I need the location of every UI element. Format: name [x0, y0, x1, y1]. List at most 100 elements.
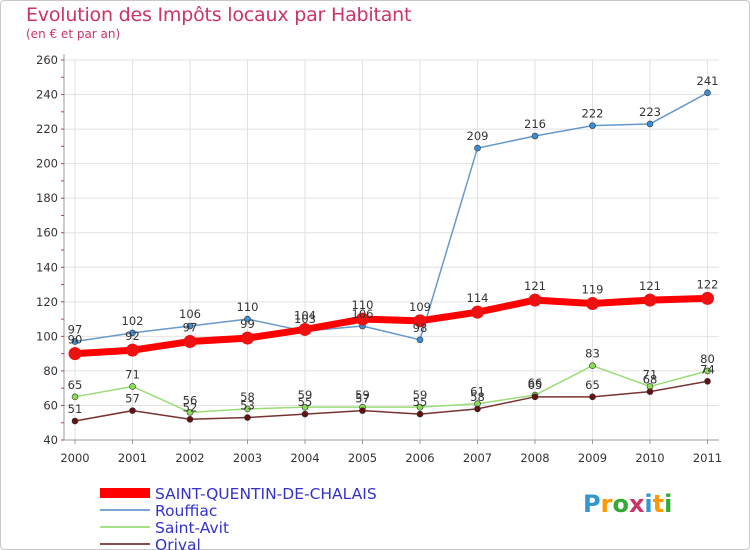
data-label: 209: [467, 129, 489, 143]
data-label: 114: [467, 291, 489, 305]
data-labels: 90 92 97 99 104 110 109 114 121 119 121 122 97 102 106…: [68, 74, 719, 416]
y-tick-label: 220: [36, 122, 58, 136]
logo-letter: P: [583, 490, 601, 518]
data-label: 51: [68, 402, 83, 416]
logo-letter: o: [612, 490, 629, 518]
data-label: 80: [700, 352, 715, 366]
data-point: [186, 322, 194, 330]
data-label: 55: [413, 395, 428, 409]
data-point: [704, 367, 711, 375]
data-label: 222: [582, 107, 604, 121]
data-label: 99: [240, 317, 255, 331]
data-point: [646, 120, 654, 128]
data-point: [186, 409, 194, 416]
series-line: [74, 380, 709, 422]
logo-letter: r: [600, 490, 613, 518]
data-label: 121: [524, 279, 546, 293]
data-point: [129, 407, 136, 414]
data-point: [298, 322, 312, 336]
data-label: 59: [355, 388, 370, 402]
data-point: [589, 362, 596, 370]
data-label: 59: [298, 388, 313, 402]
logo-letter: x: [628, 490, 645, 518]
data-point: [244, 405, 251, 413]
data-label: 58: [470, 390, 485, 404]
chart-subtitle: (en € et par an): [26, 27, 121, 41]
x-tick-label: 2010: [635, 451, 664, 465]
data-point: [474, 144, 481, 152]
data-point: [359, 407, 366, 414]
data-label: 110: [352, 298, 374, 312]
series-line: [74, 92, 709, 343]
x-tick-label: 2007: [463, 451, 492, 465]
data-point: [68, 347, 82, 361]
data-label: 109: [409, 300, 431, 314]
y-tick-label: 80: [43, 364, 58, 378]
y-tick-label: 60: [43, 398, 58, 412]
legend: SAINT-QUENTIN-DE-CHALAISRouffiacSaint-Av…: [100, 485, 377, 550]
data-label: 106: [179, 307, 201, 321]
data-label: 55: [298, 395, 313, 409]
x-tick-label: 2011: [693, 451, 722, 465]
x-tick-label: 2009: [578, 451, 607, 465]
x-tick-label: 2001: [118, 451, 147, 465]
data-label: 71: [643, 367, 658, 381]
axes: 40 60 80 100 120 140 160 180 200 220 240 260 2000 200…: [36, 53, 722, 465]
data-point: [531, 393, 539, 401]
data-label: 106: [352, 307, 374, 321]
legend-label: Saint-Avit: [155, 519, 229, 537]
data-label: 92: [125, 329, 140, 343]
x-tick-label: 2002: [175, 451, 204, 465]
y-tick-label: 160: [36, 226, 58, 240]
data-point: [71, 338, 79, 345]
x-tick-label: 2005: [348, 451, 377, 465]
data-label: 74: [700, 362, 715, 376]
data-label: 216: [524, 117, 546, 131]
data-label: 57: [125, 392, 140, 406]
y-tick-label: 40: [43, 433, 58, 447]
y-tick-label: 180: [36, 191, 58, 205]
data-point: [186, 415, 194, 423]
data-point: [244, 414, 251, 421]
data-point: [183, 335, 197, 349]
data-point: [413, 314, 427, 328]
data-label: 119: [582, 283, 604, 297]
data-point: [589, 393, 596, 401]
data-label: 56: [183, 393, 198, 407]
data-point: [129, 329, 136, 337]
data-label: 61: [470, 385, 485, 399]
data-label: 65: [68, 378, 83, 392]
data-label: 122: [697, 277, 719, 291]
y-tick-label: 260: [36, 53, 58, 67]
data-point: [416, 336, 424, 344]
data-label: 52: [183, 400, 198, 414]
legend-label: SAINT-QUENTIN-DE-CHALAIS: [155, 485, 377, 503]
x-tick-label: 2000: [60, 451, 89, 465]
data-point: [301, 410, 309, 418]
data-label: 65: [528, 378, 543, 392]
grid-lines: [64, 59, 719, 441]
data-point: [474, 405, 481, 413]
series-line: [74, 364, 709, 414]
y-tick-label: 200: [36, 157, 58, 171]
y-tick-label: 120: [36, 295, 58, 309]
data-label: 98: [413, 321, 428, 335]
data-point: [241, 331, 254, 345]
data-label: 103: [294, 312, 316, 326]
data-point: [471, 305, 484, 319]
data-point: [71, 393, 79, 401]
data-point: [701, 291, 714, 305]
data-label: 102: [122, 314, 144, 328]
data-label: 110: [237, 300, 259, 314]
data-point: [531, 132, 539, 140]
data-point: [416, 410, 424, 418]
data-point: [356, 312, 369, 326]
legend-label: Rouffiac: [155, 502, 217, 520]
data-point: [704, 89, 711, 97]
data-label: 97: [183, 321, 198, 335]
data-point: [71, 417, 79, 425]
data-label: 241: [697, 74, 719, 88]
x-tick-label: 2004: [290, 451, 319, 465]
